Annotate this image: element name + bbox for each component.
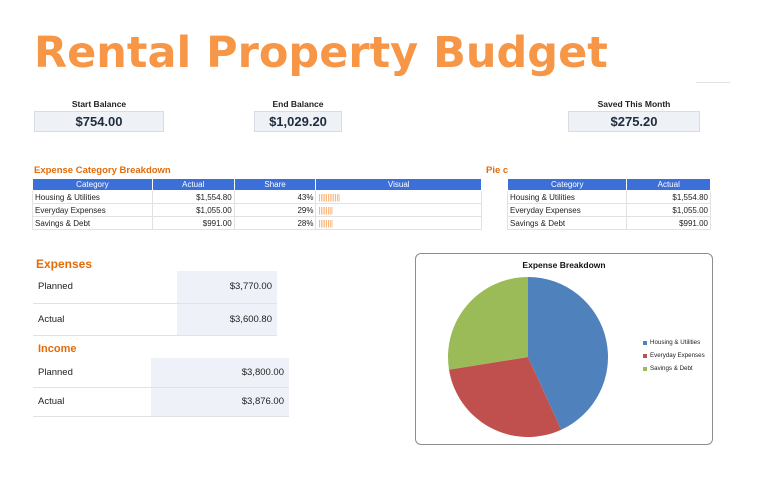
income-actual-label: Actual bbox=[33, 387, 151, 417]
table-row: Everyday Expenses $1,055.00 bbox=[506, 203, 711, 217]
cell-share[interactable]: 29% bbox=[233, 203, 317, 217]
table-row: Everyday Expenses $1,055.00 29% |||||||| bbox=[32, 203, 482, 217]
table-row: Savings & Debt $991.00 28% |||||||| bbox=[32, 216, 482, 230]
breakdown-header-row: Category Actual Share Visual bbox=[32, 178, 482, 191]
income-planned-value[interactable]: $3,800.00 bbox=[151, 358, 289, 388]
expenses-actual-label: Actual bbox=[33, 303, 177, 336]
cell-actual[interactable]: $1,554.80 bbox=[151, 190, 235, 204]
breakdown-table: Category Actual Share Visual Housing & U… bbox=[32, 178, 482, 230]
col-visual: Visual bbox=[315, 178, 482, 191]
cell-actual[interactable]: $1,055.00 bbox=[151, 203, 235, 217]
cell-category[interactable]: Everyday Expenses bbox=[32, 203, 153, 217]
pie-table-heading: Pie c bbox=[486, 165, 509, 176]
cell-visual-bar[interactable]: |||||||| bbox=[315, 216, 482, 230]
cell-visual-bar[interactable]: |||||||| bbox=[315, 203, 482, 217]
legend-item: Savings & Debt bbox=[643, 362, 705, 375]
cell-share[interactable]: 43% bbox=[233, 190, 317, 204]
pie-header-row: Category Actual bbox=[506, 178, 711, 191]
saved-this-month-label: Saved This Month bbox=[597, 99, 671, 109]
summary-saved-this-month: Saved This Month $275.20 bbox=[568, 99, 700, 132]
chart-legend: Housing & Utilities Everyday Expenses Sa… bbox=[643, 336, 705, 375]
chart-title: Expense Breakdown bbox=[522, 260, 606, 270]
page-title: Rental Property Budget bbox=[34, 28, 608, 78]
breakdown-heading: Expense Category Breakdown bbox=[34, 165, 171, 176]
expenses-actual-value[interactable]: $3,600.80 bbox=[177, 303, 277, 336]
legend-label: Savings & Debt bbox=[650, 365, 693, 372]
cell-category[interactable]: Savings & Debt bbox=[32, 216, 153, 230]
legend-label: Housing & Utilities bbox=[650, 339, 701, 346]
table-row: Actual $3,600.80 bbox=[33, 303, 277, 336]
start-balance-value[interactable]: $754.00 bbox=[34, 111, 164, 132]
expenses-heading: Expenses bbox=[36, 257, 93, 271]
cell-actual[interactable]: $991.00 bbox=[626, 216, 711, 230]
table-row: Housing & Utilities $1,554.80 43% ||||||… bbox=[32, 190, 482, 204]
table-row: Planned $3,770.00 bbox=[33, 271, 277, 304]
pie-slice-1[interactable] bbox=[449, 357, 562, 437]
saved-this-month-value[interactable]: $275.20 bbox=[568, 111, 700, 132]
cell-category[interactable]: Savings & Debt bbox=[506, 216, 628, 230]
col-category: Category bbox=[32, 178, 153, 191]
income-planned-label: Planned bbox=[33, 358, 151, 388]
expenses-table: Planned $3,770.00 Actual $3,600.80 bbox=[33, 271, 277, 336]
summary-end-balance: End Balance $1,029.20 bbox=[254, 99, 342, 132]
col-share: Share bbox=[233, 178, 317, 191]
divider bbox=[696, 82, 730, 83]
table-row: Planned $3,800.00 bbox=[33, 358, 289, 388]
income-actual-value[interactable]: $3,876.00 bbox=[151, 387, 289, 417]
income-heading: Income bbox=[38, 343, 77, 355]
cell-category[interactable]: Everyday Expenses bbox=[506, 203, 628, 217]
income-table: Planned $3,800.00 Actual $3,876.00 bbox=[33, 358, 289, 417]
end-balance-value[interactable]: $1,029.20 bbox=[254, 111, 342, 132]
start-balance-label: Start Balance bbox=[71, 99, 127, 109]
pie-slice-0[interactable] bbox=[528, 277, 608, 430]
pie-slice-2[interactable] bbox=[448, 277, 528, 370]
legend-swatch-2 bbox=[643, 366, 647, 371]
expenses-planned-label: Planned bbox=[33, 271, 177, 304]
col-actual: Actual bbox=[151, 178, 235, 191]
table-row: Actual $3,876.00 bbox=[33, 387, 289, 417]
legend-item: Everyday Expenses bbox=[643, 349, 705, 362]
cell-actual[interactable]: $991.00 bbox=[151, 216, 235, 230]
pie-chart[interactable]: Expense Breakdown Housing & Utilities Ev… bbox=[415, 253, 713, 445]
cell-visual-bar[interactable]: |||||||||||| bbox=[315, 190, 482, 204]
legend-label: Everyday Expenses bbox=[650, 352, 705, 359]
legend-item: Housing & Utilities bbox=[643, 336, 705, 349]
pie-chart-plot bbox=[448, 277, 608, 437]
col-actual: Actual bbox=[626, 178, 711, 191]
cell-category[interactable]: Housing & Utilities bbox=[506, 190, 628, 204]
expenses-planned-value[interactable]: $3,770.00 bbox=[177, 271, 277, 304]
col-category: Category bbox=[506, 178, 628, 191]
cell-actual[interactable]: $1,055.00 bbox=[626, 203, 711, 217]
legend-swatch-0 bbox=[643, 340, 647, 345]
summary-start-balance: Start Balance $754.00 bbox=[34, 99, 164, 132]
cell-actual[interactable]: $1,554.80 bbox=[626, 190, 711, 204]
table-row: Savings & Debt $991.00 bbox=[506, 216, 711, 230]
end-balance-label: End Balance bbox=[272, 99, 324, 109]
cell-category[interactable]: Housing & Utilities bbox=[32, 190, 153, 204]
pie-source-table: Category Actual Housing & Utilities $1,5… bbox=[506, 178, 711, 230]
cell-share[interactable]: 28% bbox=[233, 216, 317, 230]
legend-swatch-1 bbox=[643, 353, 647, 358]
table-row: Housing & Utilities $1,554.80 bbox=[506, 190, 711, 204]
